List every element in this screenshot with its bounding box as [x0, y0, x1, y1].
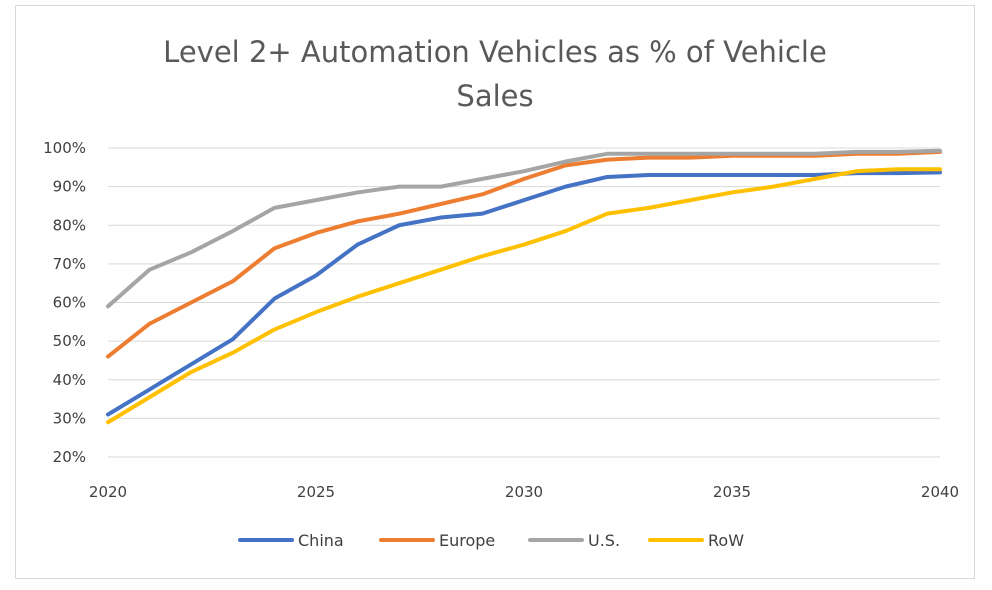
x-tick-label: 2035 — [713, 483, 751, 501]
legend-label-u-s: U.S. — [588, 531, 620, 550]
x-axis-tick-labels: 2020 2025 2030 2035 2040 — [89, 483, 959, 501]
legend: China Europe U.S. RoW — [238, 531, 744, 550]
legend-label-row: RoW — [708, 531, 744, 550]
y-tick-label: 90% — [53, 178, 86, 196]
legend-label-china: China — [298, 531, 344, 550]
chart-container — [15, 5, 975, 579]
x-tick-label: 2030 — [505, 483, 543, 501]
x-tick-label: 2020 — [89, 483, 127, 501]
series-line-u-s — [106, 148, 942, 309]
y-tick-label: 50% — [53, 332, 86, 350]
legend-label-europe: Europe — [439, 531, 495, 550]
x-tick-label: 2040 — [921, 483, 959, 501]
y-tick-label: 30% — [53, 409, 86, 427]
chart-title-line-2: Sales — [456, 79, 533, 113]
series-line-row — [106, 167, 942, 425]
y-axis-tick-labels: 20% 30% 40% 50% 60% 70% 80% 90% 100% — [43, 139, 86, 466]
chart-title-line-1: Level 2+ Automation Vehicles as % of Veh… — [163, 35, 827, 69]
y-tick-label: 20% — [53, 448, 86, 466]
series-line-europe — [106, 149, 942, 359]
x-tick-label: 2025 — [297, 483, 335, 501]
y-tick-label: 40% — [53, 371, 86, 389]
series-lines — [106, 148, 942, 425]
gridlines — [108, 147, 940, 458]
y-tick-label: 70% — [53, 255, 86, 273]
series-line-china — [106, 170, 942, 417]
y-tick-label: 80% — [53, 216, 86, 234]
y-tick-label: 100% — [43, 139, 86, 157]
y-tick-label: 60% — [53, 294, 86, 312]
chart-title: Level 2+ Automation Vehicles as % of Veh… — [163, 35, 827, 113]
